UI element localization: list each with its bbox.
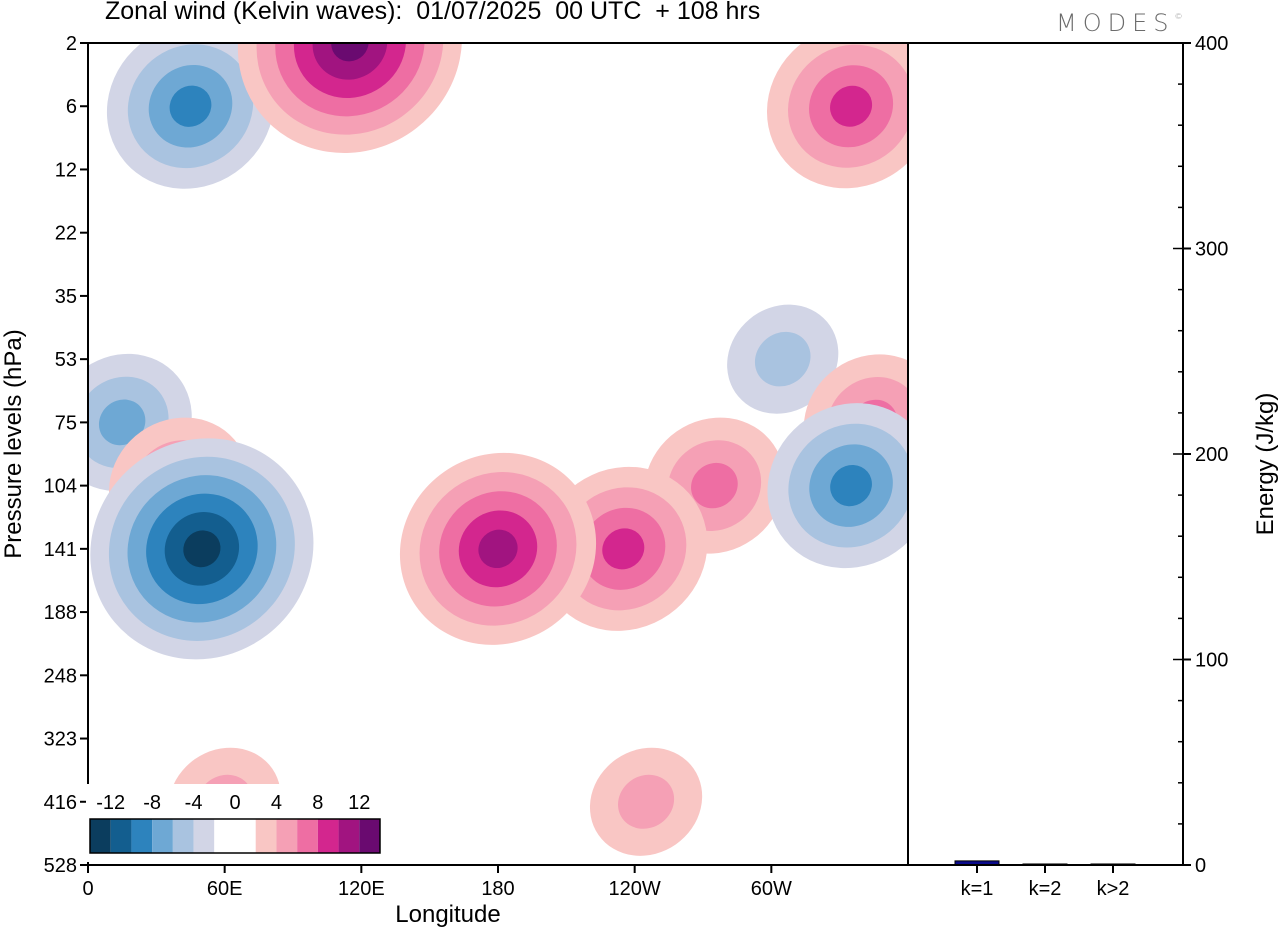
y-tick-label: 75 [55, 412, 77, 434]
x-tick-label: 120W [609, 878, 661, 900]
x-tick-label: 0 [82, 878, 93, 900]
heatmap-contours [88, 43, 908, 856]
contour-feature [766, 43, 908, 189]
contour-feature [767, 403, 908, 569]
colorbar-swatch [110, 819, 132, 853]
logo-text: MODES [1056, 9, 1175, 37]
y-tick-label: 416 [44, 792, 77, 814]
logo-mark: © [1174, 12, 1183, 21]
energy-tick-label: 100 [1195, 650, 1228, 672]
colorbar-swatch [214, 819, 235, 853]
y-tick-label: 2 [66, 33, 77, 55]
contour-level [293, 43, 406, 99]
contour-level [98, 399, 146, 446]
y-tick-label: 104 [44, 476, 77, 498]
colorbar-swatch [276, 819, 298, 853]
category-label: k=1 [961, 878, 994, 900]
colorbar-label: -12 [96, 792, 125, 814]
category-label: k>2 [1097, 878, 1130, 900]
y-tick-label: 35 [55, 286, 77, 308]
colorbar-label: -8 [143, 792, 161, 814]
contour-level [312, 43, 388, 80]
colorbar-label: 4 [271, 792, 282, 814]
colorbar-swatch [90, 819, 111, 853]
y-tick-label: 12 [55, 159, 77, 181]
x-tick-label: 180 [481, 878, 514, 900]
contour-feature [90, 438, 314, 660]
colorbar-swatch [193, 819, 215, 853]
colorbar-frame [89, 818, 381, 854]
colorbar-swatch [297, 819, 318, 853]
contour-level [830, 85, 873, 127]
colorbar-swatch [172, 819, 194, 853]
y-axis-label: Pressure levels (hPa) [0, 329, 27, 558]
contour-feature [727, 304, 839, 414]
colorbar-swatch [359, 819, 380, 853]
chart-title: Zonal wind (Kelvin waves): 01/07/2025 00… [105, 0, 761, 25]
energy-tick-label: 0 [1195, 855, 1206, 877]
contour-feature [589, 747, 703, 856]
y-tick-label: 141 [44, 539, 77, 561]
y-tick-label: 323 [44, 729, 77, 751]
y-tick-label: 22 [55, 223, 77, 245]
y-tick-label: 528 [44, 855, 77, 877]
category-label: k=2 [1029, 878, 1062, 900]
energy-axis-label: Energy (J/kg) [1252, 393, 1279, 536]
colorbar-label: -4 [185, 792, 203, 814]
y-tick-label: 6 [66, 96, 77, 118]
colorbar-swatch [255, 819, 277, 853]
contour-level [183, 530, 221, 568]
y-tick-label: 248 [44, 665, 77, 687]
colorbar-swatch [152, 819, 173, 853]
colorbar-swatch [338, 819, 360, 853]
colorbar-swatch [235, 819, 256, 853]
y-tick-label: 188 [44, 602, 77, 624]
contour-level [602, 528, 645, 570]
contour-level [169, 85, 212, 127]
colorbar-label: 12 [348, 792, 370, 814]
energy-tick-label: 400 [1195, 33, 1228, 55]
contour-level [830, 464, 872, 507]
energy-axes: 0 100 200 300 400 Energy (J/kg) k=1 k=2 k>2 [908, 33, 1279, 900]
colorbar-swatch [317, 819, 339, 853]
colorbar-label: 0 [229, 792, 240, 814]
contour-feature [399, 452, 597, 645]
contour-level [478, 529, 518, 569]
contour-feature [106, 43, 275, 189]
colorbar: -12 -8 -4 0 4 8 12 [86, 784, 382, 862]
x-axis-label: Longitude [395, 901, 500, 928]
colorbar-swatch [131, 819, 153, 853]
contour-level [331, 43, 369, 62]
contour-level [754, 331, 811, 387]
energy-tick-label: 200 [1195, 444, 1228, 466]
contour-feature [237, 43, 463, 154]
x-tick-label: 120E [338, 878, 385, 900]
energy-tick-label: 300 [1195, 239, 1228, 261]
y-tick-label: 53 [55, 349, 77, 371]
contour-level [691, 462, 738, 509]
x-tick-label: 60W [751, 878, 792, 900]
contour-level [618, 774, 675, 829]
x-tick-label: 60E [207, 878, 243, 900]
colorbar-label: 8 [312, 792, 323, 814]
modes-logo: MODES© [1056, 9, 1182, 37]
